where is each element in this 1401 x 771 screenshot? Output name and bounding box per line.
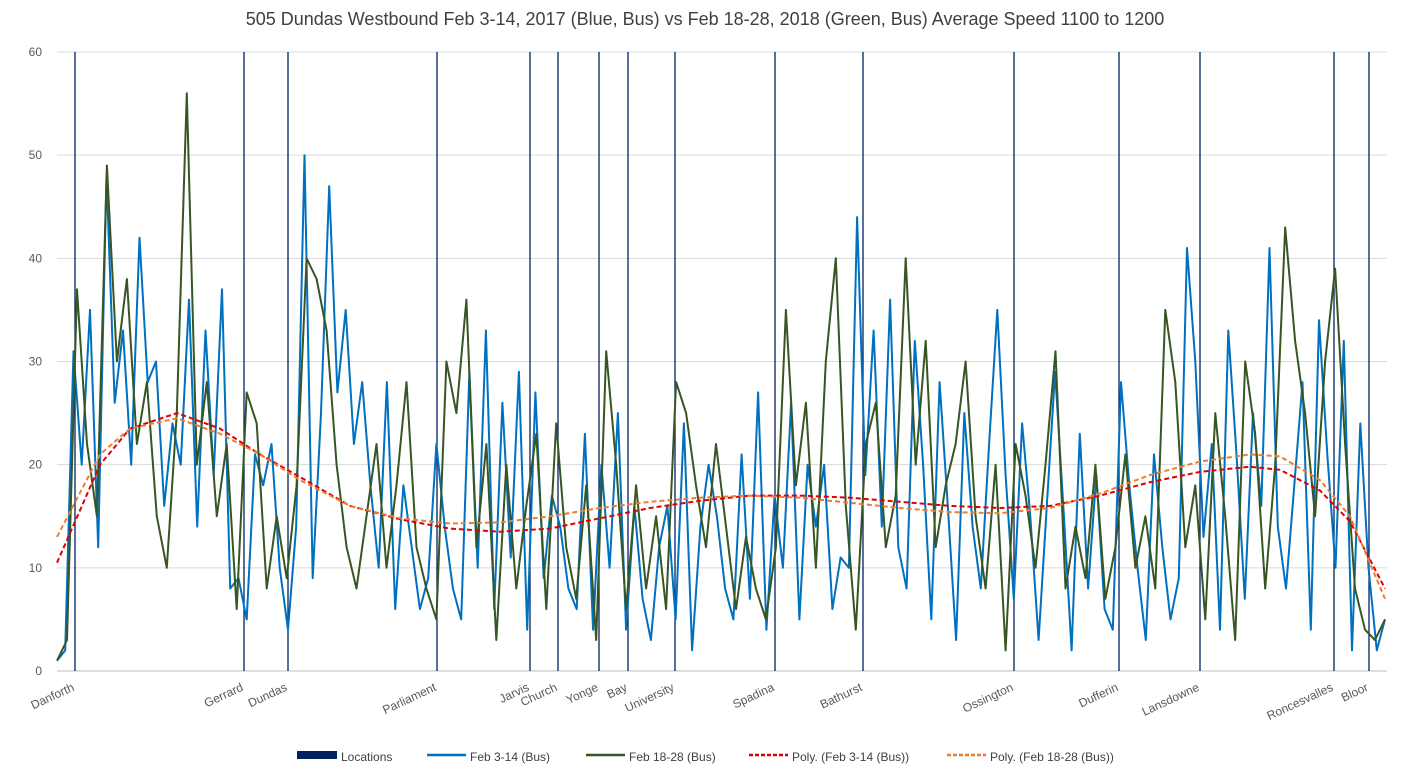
legend: Locations Feb 3-14 (Bus) Feb 18-28 (Bus)… [297,750,1114,764]
location-label: Bathurst [818,680,865,712]
gridlines [57,51,1387,672]
y-tick-label: 0 [35,664,42,678]
legend-label-orange-trend: Poly. (Feb 18-28 (Bus)) [990,750,1114,764]
location-label: Dundas [246,680,289,710]
y-tick-label: 20 [29,458,43,472]
trendline-feb-3-14 [56,412,1386,589]
chart-title: 505 Dundas Westbound Feb 3-14, 2017 (Blu… [246,9,1165,29]
series-lines [56,92,1386,662]
legend-label-blue: Feb 3-14 (Bus) [470,750,550,764]
location-label: Lansdowne [1140,680,1202,719]
location-label: Danforth [29,680,77,712]
y-tick-label: 30 [29,355,43,369]
location-label: Spadina [730,680,776,711]
series-line-feb-3-14 [56,154,1386,662]
trendlines [56,412,1386,600]
location-label: Yonge [564,680,601,707]
location-label: Dufferin [1076,680,1120,710]
location-label: University [623,680,677,715]
y-axis: 0 10 20 30 40 50 60 [29,45,43,678]
legend-swatch-locations [297,751,337,759]
location-label: Ossington [960,680,1015,716]
location-label: Parliament [380,680,439,717]
y-tick-label: 60 [29,45,43,59]
location-label: Gerrard [202,680,245,710]
y-tick-label: 10 [29,561,43,575]
x-axis-labels: Danforth Gerrard Dundas Parliament JarvisChu… [29,680,1371,723]
location-label: Bay [605,680,630,701]
location-label: Roncesvalles [1265,680,1336,723]
legend-label-green: Feb 18-28 (Bus) [629,750,716,764]
y-tick-label: 40 [29,251,43,265]
y-tick-label: 50 [29,148,43,162]
trendline-feb-18-28 [56,417,1386,600]
series-line-feb-18-28 [56,92,1386,662]
location-label: Bloor [1339,680,1370,705]
legend-label-red-trend: Poly. (Feb 3-14 (Bus)) [792,750,909,764]
legend-label-locations: Locations [341,750,392,764]
